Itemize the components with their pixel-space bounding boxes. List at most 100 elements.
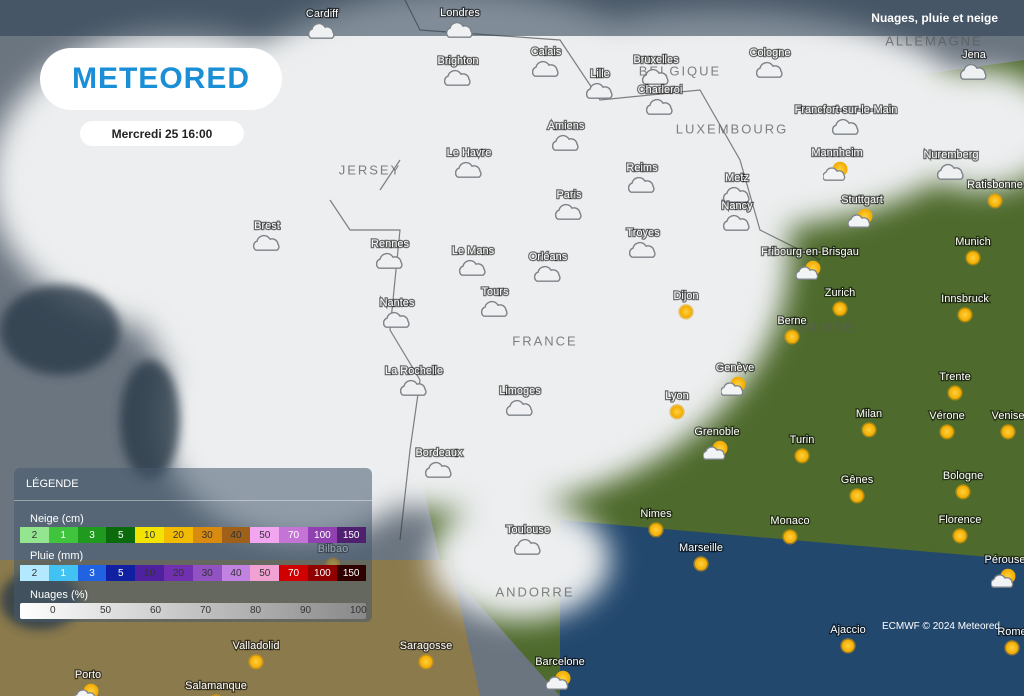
legend-step-label: 100 <box>350 605 367 616</box>
city-label: Toulouse <box>506 524 550 536</box>
legend-step-label: 60 <box>150 605 162 616</box>
legend-step-label: 70 <box>200 605 212 616</box>
city-label: Troyes <box>626 227 660 239</box>
credit: ECMWF © 2024 Meteored <box>882 621 1000 632</box>
header-bar <box>0 0 1024 36</box>
city-label: Rennes <box>371 238 409 250</box>
city-label: Bordeaux <box>415 447 463 459</box>
logo[interactable]: METEORED <box>71 62 250 95</box>
city-label: Cologne <box>750 47 791 59</box>
city-label: Metz <box>725 172 749 184</box>
legend-clouds-bar <box>20 603 366 619</box>
legend-snow-scale: 2 1 3 5 10 20 30 40 50 70 100 150 <box>20 527 366 543</box>
city-label: Charleroi <box>638 84 683 96</box>
legend-step: 3 <box>77 565 107 581</box>
weather-icon <box>832 301 848 317</box>
legend-step: 150 <box>336 565 366 581</box>
city-label: Cardiff <box>306 8 339 20</box>
legend-step: 3 <box>77 527 107 543</box>
weather-icon <box>965 250 981 266</box>
city-label: Grenoble <box>694 426 739 438</box>
legend-title: LÉGENDE <box>26 478 79 490</box>
weather-icon <box>939 424 955 440</box>
city-label: Le Havre <box>447 147 492 159</box>
city-label: Munich <box>955 236 990 248</box>
legend-step: 20 <box>163 527 193 543</box>
city-label: Barcelone <box>535 656 585 668</box>
legend-step: 40 <box>221 527 251 543</box>
weather-icon <box>957 307 973 323</box>
weather-icon <box>1004 640 1020 656</box>
legend-step: 10 <box>135 527 164 543</box>
city-label: Jena <box>962 49 987 61</box>
city-label: Saragosse <box>400 640 453 652</box>
country-label: SUISSE <box>796 319 856 334</box>
city-label: Milan <box>856 408 882 420</box>
city-label: Ajaccio <box>830 624 865 636</box>
weather-icon <box>947 385 963 401</box>
city-label: Mannheim <box>811 147 862 159</box>
city-label: Zurich <box>825 287 856 299</box>
city-label: Nantes <box>380 297 415 309</box>
city-label: Francfort-sur-le-Main <box>795 104 898 116</box>
city-label: Genève <box>716 362 755 374</box>
city-label: Gênes <box>841 474 874 486</box>
legend-step: 5 <box>106 527 136 543</box>
city-label: Turin <box>790 434 815 446</box>
legend-step: 40 <box>221 565 251 581</box>
legend-step: 70 <box>279 565 308 581</box>
country-label: FRANCE <box>512 333 577 348</box>
legend-step: 10 <box>135 565 164 581</box>
legend-step: 30 <box>192 565 222 581</box>
city-label: Berne <box>777 315 806 327</box>
city-label: Dijon <box>673 290 698 302</box>
weather-icon <box>678 304 694 320</box>
legend-step-label: 90 <box>300 605 312 616</box>
weather-icon <box>784 329 800 345</box>
legend-step: 100 <box>307 527 337 543</box>
city-label: Ratisbonne <box>967 179 1023 191</box>
legend-step: 150 <box>336 527 366 543</box>
weather-icon <box>782 529 798 545</box>
city-label: Salamanque <box>185 680 247 692</box>
city-label: Bologne <box>943 470 983 482</box>
city-label: Bruxelles <box>633 54 679 66</box>
legend-step: 1 <box>48 527 78 543</box>
city-label: Limoges <box>499 385 541 397</box>
legend-step: 50 <box>250 565 280 581</box>
legend-clouds-title: Nuages (%) <box>30 589 89 601</box>
weather-icon <box>794 448 810 464</box>
city-label: Monaco <box>770 515 809 527</box>
weather-icon <box>648 522 664 538</box>
layer-title[interactable]: Nuages, pluie et neige <box>871 11 998 25</box>
legend-step: 30 <box>192 527 222 543</box>
legend-rain-scale: 2 1 3 5 10 20 30 40 50 70 100 150 <box>20 565 366 581</box>
city-label: Brighton <box>438 55 479 67</box>
weather-icon <box>861 422 877 438</box>
city-label: Brest <box>254 220 280 232</box>
legend-step-label: 0 <box>50 605 56 616</box>
legend-step-label: 50 <box>100 605 112 616</box>
city-label: Lyon <box>665 390 688 402</box>
city-label: Vérone <box>929 410 964 422</box>
country-label: LUXEMBOURG <box>676 121 788 136</box>
legend-step: 2 <box>20 527 49 543</box>
legend-step: 2 <box>20 565 49 581</box>
weather-icon <box>952 528 968 544</box>
city-label: Orléans <box>529 251 568 263</box>
legend-step: 1 <box>48 565 78 581</box>
city-label: Pérouse <box>985 554 1024 566</box>
weather-icon <box>669 404 685 420</box>
legend-panel: LÉGENDE Neige (cm) 2 1 3 5 10 20 30 40 50 70 100 15… <box>14 468 372 622</box>
city-label: Tours <box>482 286 509 298</box>
weather-icon <box>248 654 264 670</box>
city-label: Valladolid <box>233 640 280 652</box>
legend-rain-title: Pluie (mm) <box>30 550 84 562</box>
legend-step: 5 <box>106 565 136 581</box>
city-label: Florence <box>939 514 982 526</box>
city-label: Stuttgart <box>841 194 883 206</box>
city-label: Amiens <box>548 120 585 132</box>
logo-box[interactable]: METEORED <box>40 48 282 110</box>
city-label: Innsbruck <box>941 293 989 305</box>
city-label: Trente <box>939 371 970 383</box>
